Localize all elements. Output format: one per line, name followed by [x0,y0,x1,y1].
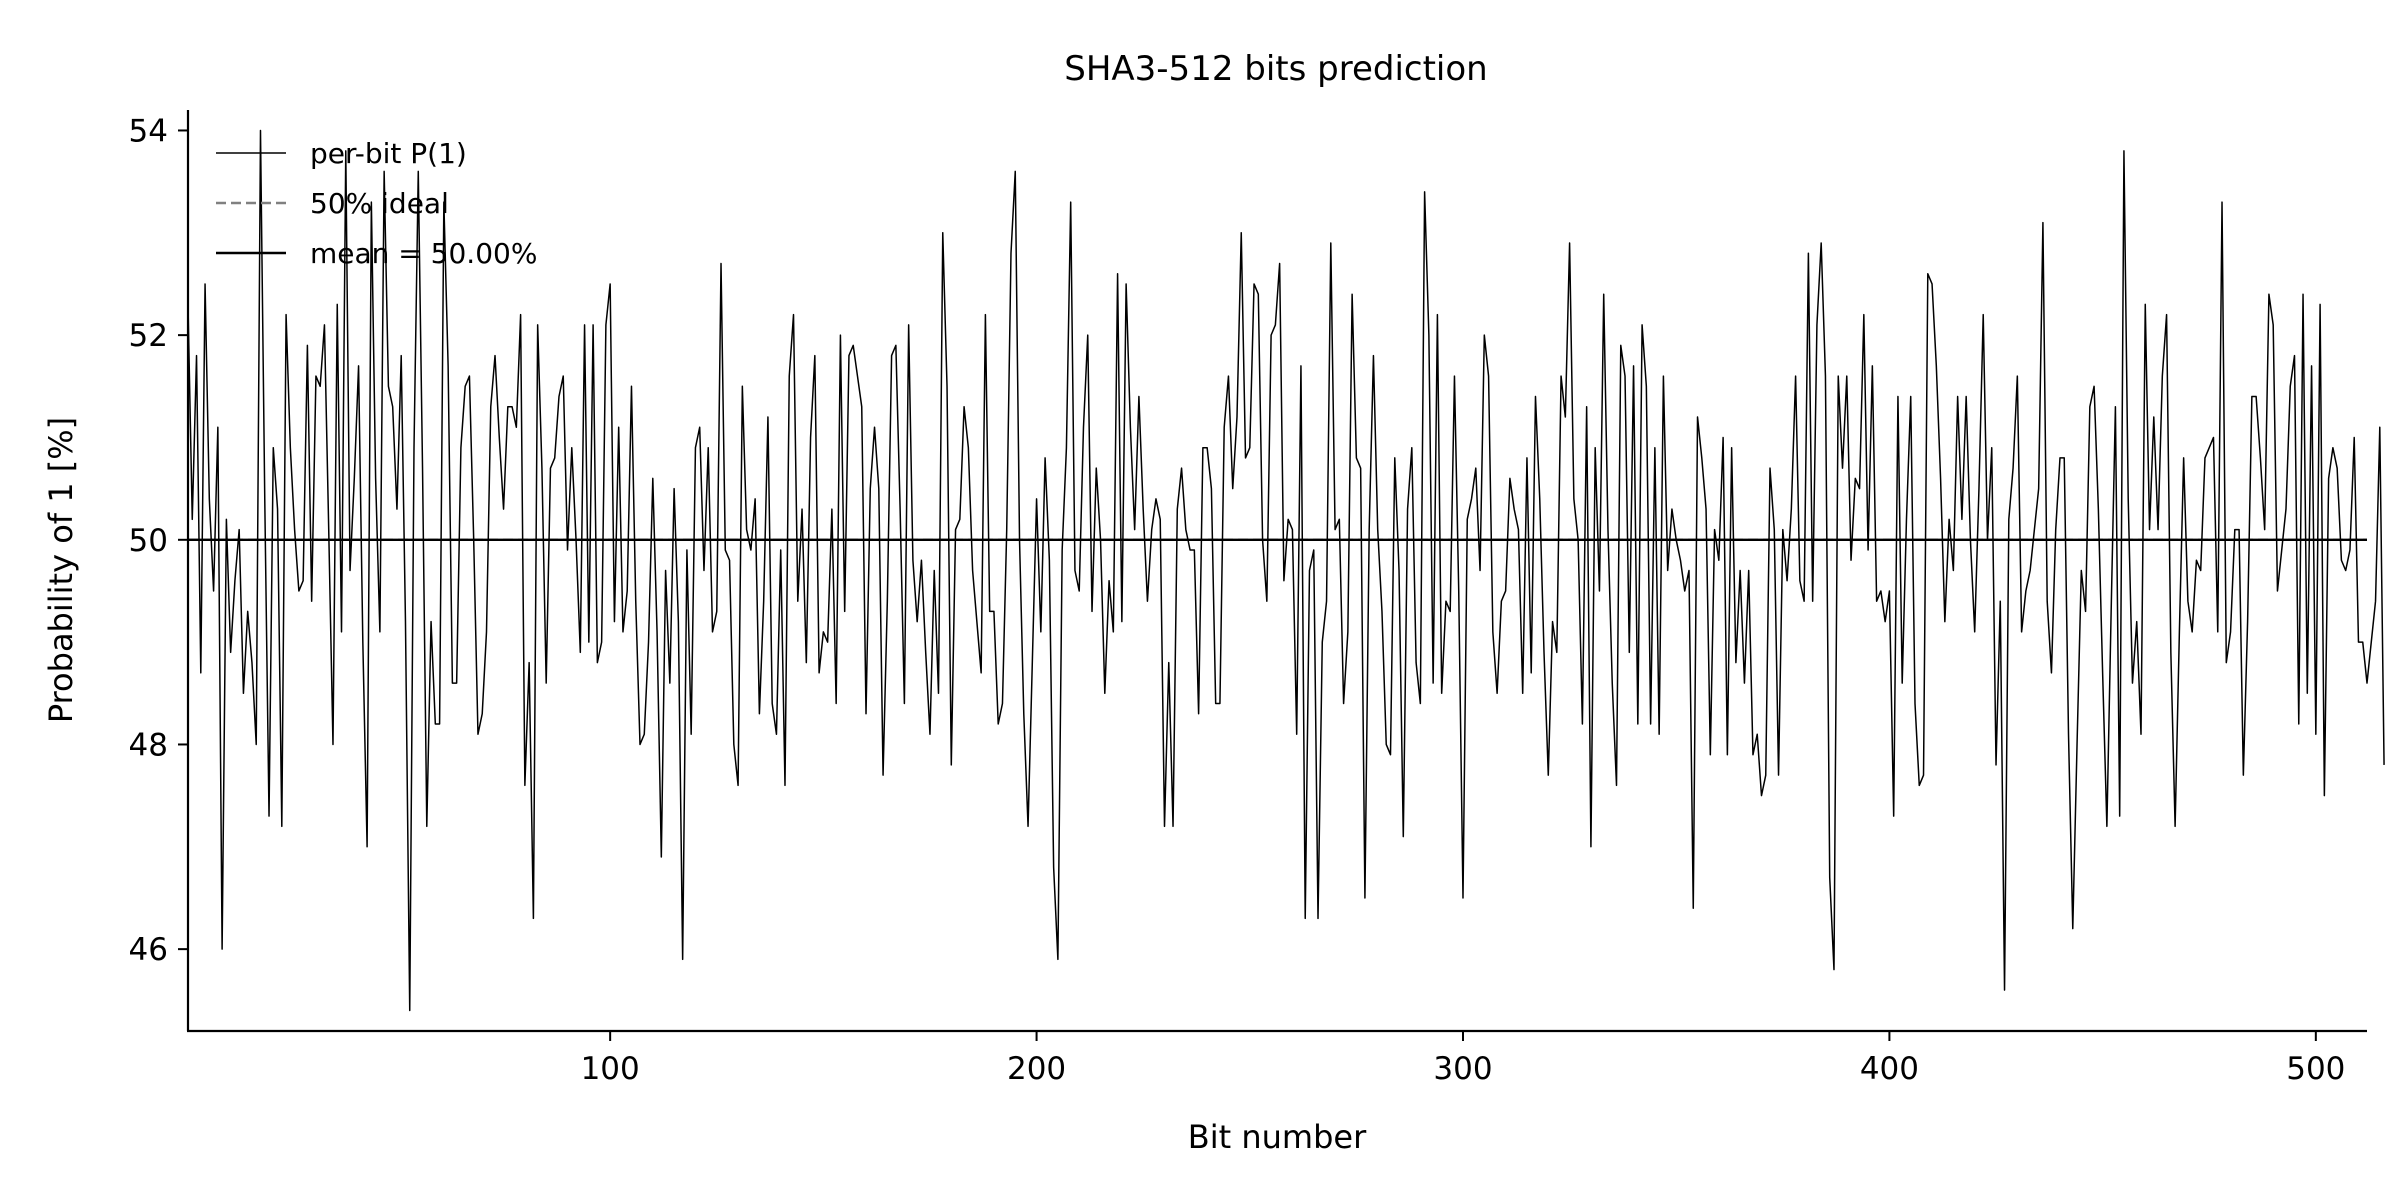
x-tick-label-200: 200 [1007,1051,1066,1087]
legend-label-mean: mean = 50.00% [310,237,537,270]
x-tick-label-300: 300 [1433,1051,1492,1087]
y-tick-label-46: 46 [129,932,168,968]
x-axis-label: Bit number [1188,1118,1367,1156]
legend-label-ideal: 50% ideal [310,187,449,220]
legend-label-per-bit: per-bit P(1) [310,137,467,170]
y-ticks: 46 48 50 52 54 [129,113,188,968]
y-tick-label-52: 52 [129,318,168,354]
x-tick-label-500: 500 [2286,1051,2345,1087]
plot-area [187,129,2385,1012]
chart-title: SHA3-512 bits prediction [1064,49,1487,89]
x-tick-label-100: 100 [581,1051,640,1087]
x-tick-label-400: 400 [1860,1051,1919,1087]
y-tick-label-54: 54 [129,113,168,149]
y-axis-label: Probability of 1 [%] [42,417,80,723]
y-tick-label-50: 50 [129,523,168,559]
x-ticks: 100 200 300 400 500 [581,1031,2345,1087]
series-line-0 [187,129,2385,1012]
legend: per-bit P(1) 50% ideal mean = 50.00% [216,137,537,270]
y-tick-label-48: 48 [129,727,168,763]
axes: 100 200 300 400 500 46 48 50 52 54 [129,110,2367,1087]
